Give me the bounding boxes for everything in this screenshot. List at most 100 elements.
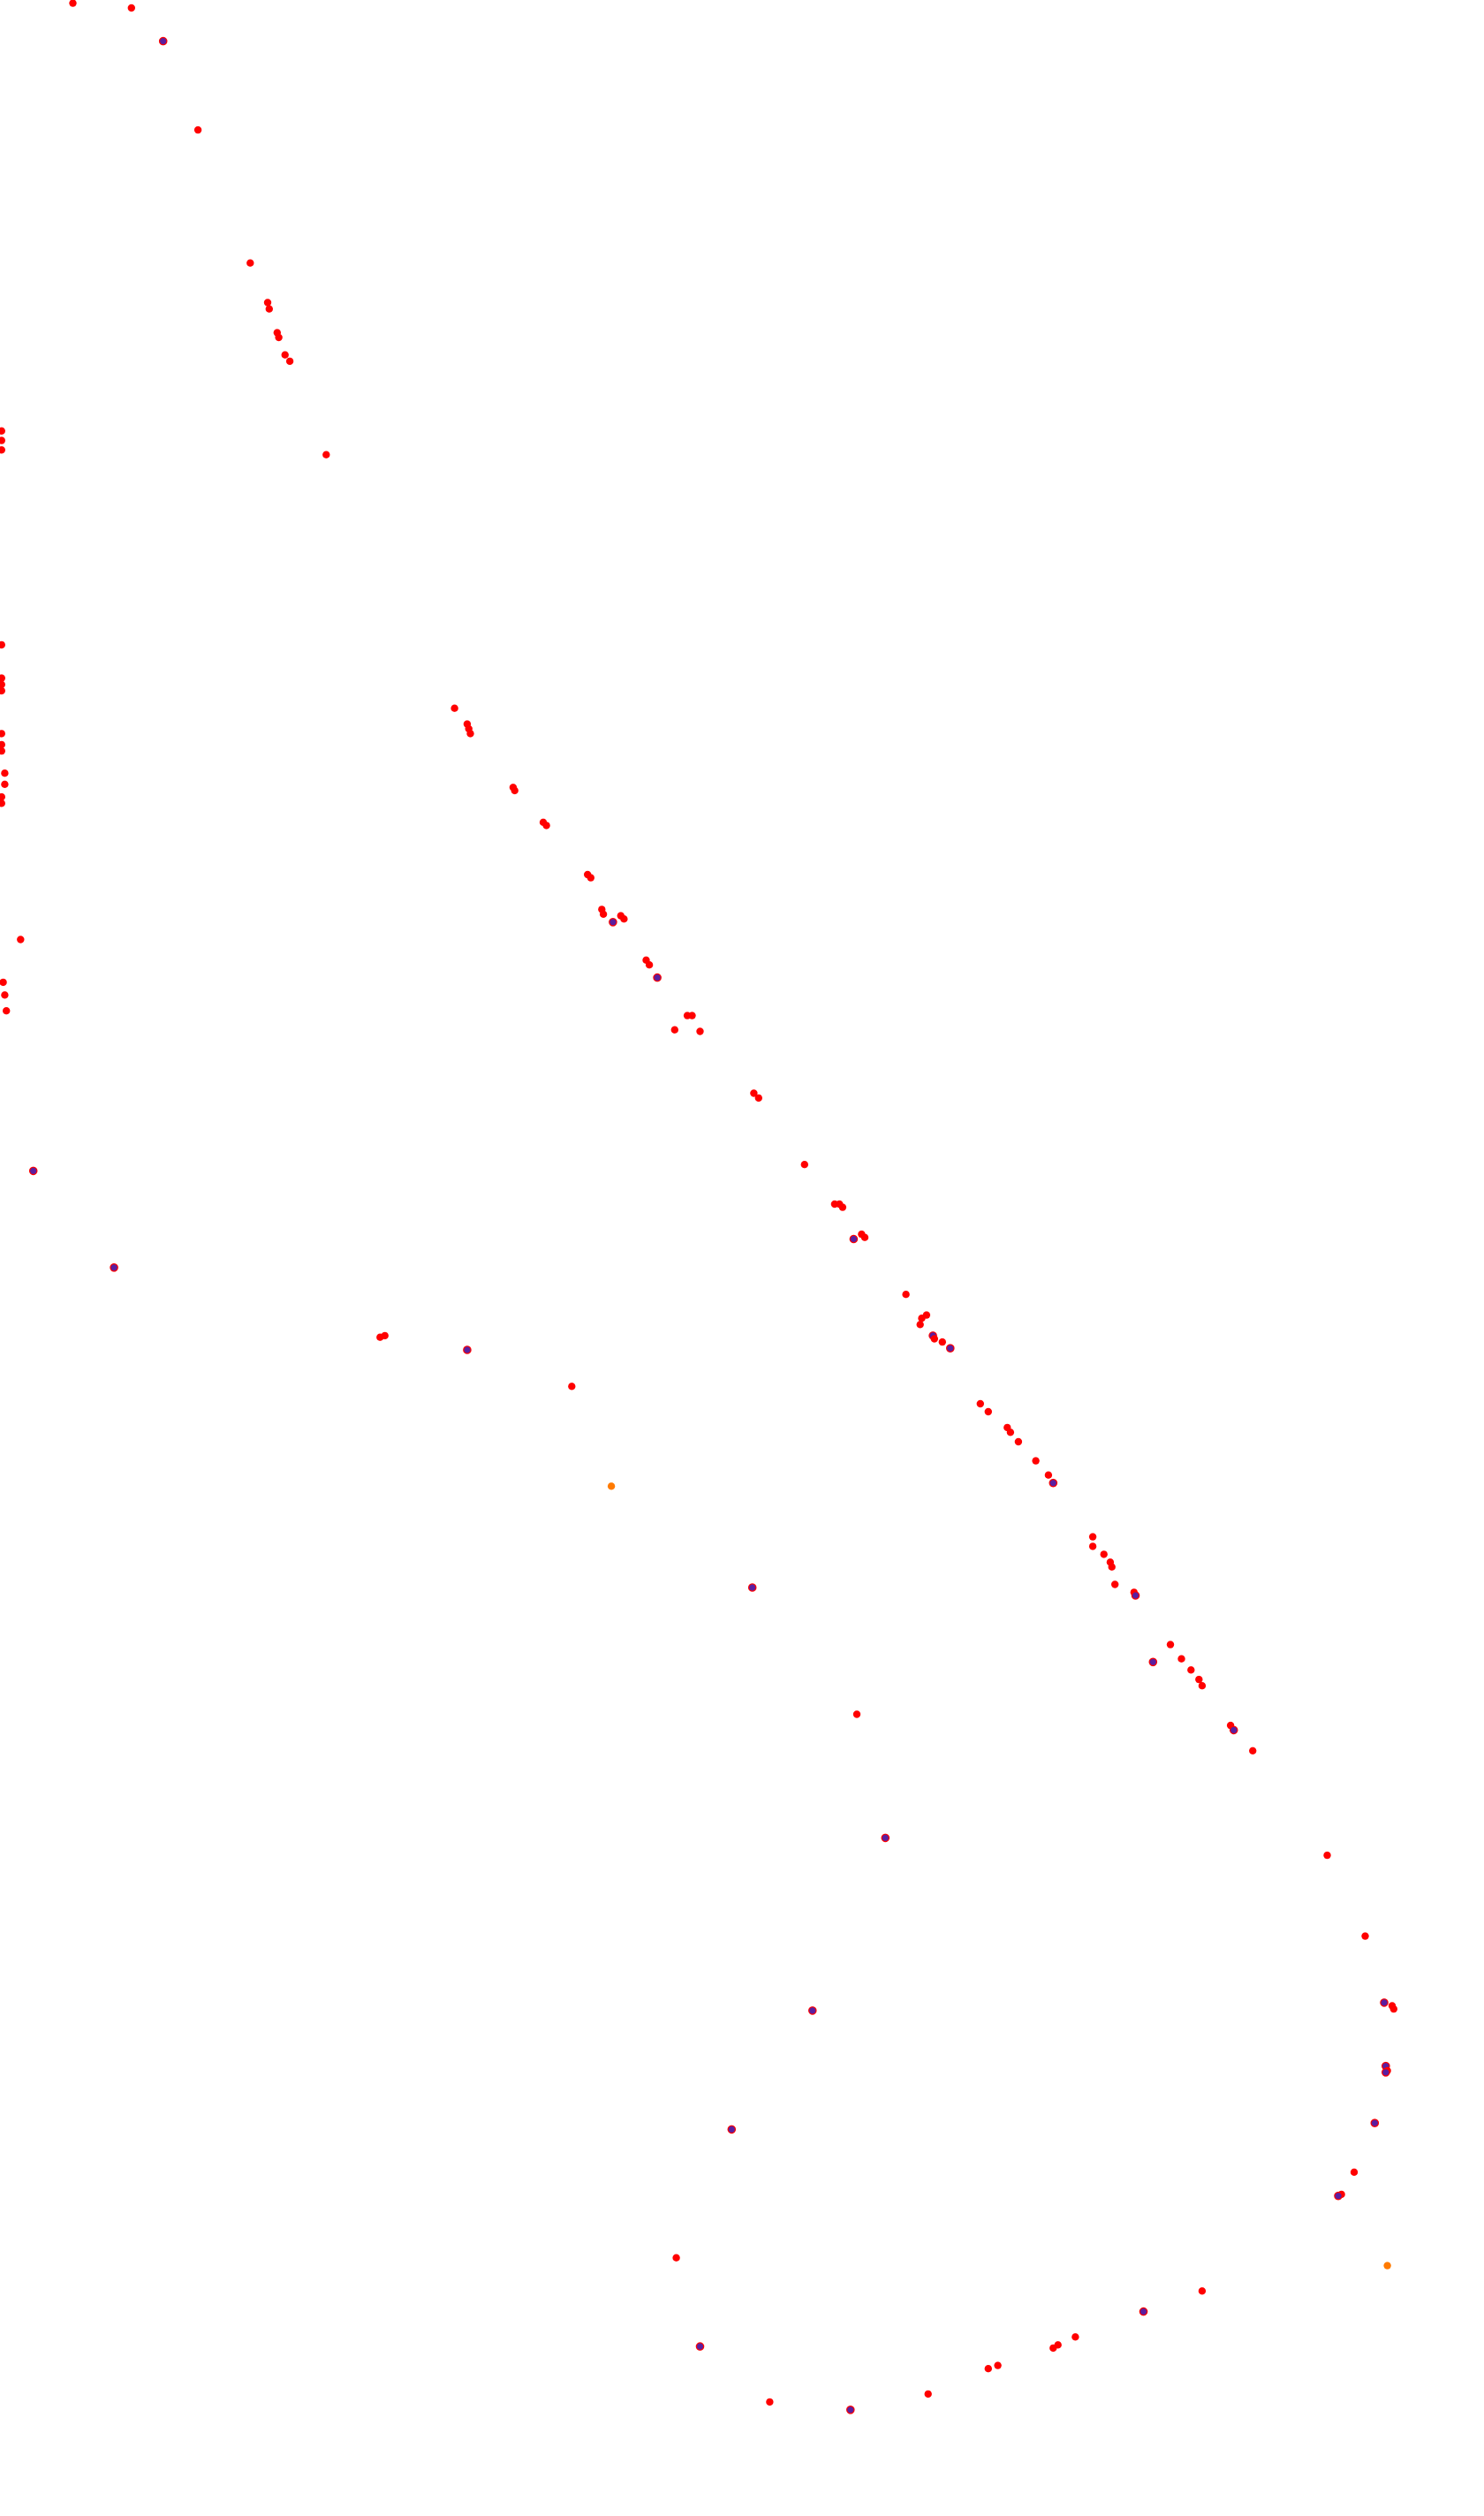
trail-dot <box>976 1399 985 1408</box>
trail-dot <box>1195 1675 1203 1684</box>
trail-dot <box>0 686 5 695</box>
trail-dot <box>1148 1657 1158 1667</box>
trail-dot <box>568 1383 576 1391</box>
trail-dot <box>1323 1851 1331 1860</box>
trail-dot <box>727 2125 737 2134</box>
trail-dot <box>881 1833 890 1843</box>
trail-dot <box>0 640 5 649</box>
trail-dot <box>1032 1457 1040 1465</box>
trail-dot <box>845 2406 855 2414</box>
trail-dot <box>1380 1998 1389 2007</box>
trail-dot <box>849 1234 859 1244</box>
trail-dot <box>0 740 5 749</box>
trail-dot <box>946 1344 955 1353</box>
trail-dot <box>542 822 550 830</box>
trail-dot <box>1 780 9 788</box>
trail-dot <box>3 1007 11 1015</box>
trail-dot <box>1108 1563 1116 1571</box>
trail-dot <box>69 0 77 7</box>
trail-dot <box>645 961 654 969</box>
trail-dot <box>1071 2333 1079 2341</box>
trail-dot <box>902 1291 910 1299</box>
trail-dot <box>0 800 5 807</box>
trail-dot <box>1383 2262 1391 2270</box>
trail-dot <box>1131 1591 1140 1600</box>
trail-dot <box>466 730 474 738</box>
trail-dot <box>1088 1542 1097 1550</box>
trail-dot <box>1 769 9 777</box>
trail-dot <box>766 2398 774 2406</box>
trail-dot <box>1139 2307 1148 2316</box>
trail-dot <box>1 991 9 999</box>
trail-dot <box>1014 1437 1023 1446</box>
trail-dot <box>127 4 135 12</box>
trail-dot <box>1370 2118 1380 2127</box>
trail-dot <box>1249 1747 1257 1755</box>
trail-dot <box>1361 1932 1369 1940</box>
trail-dot <box>620 915 628 923</box>
trail-dot <box>672 2254 680 2262</box>
trail-dot <box>265 305 273 313</box>
trail-dot <box>984 1407 993 1416</box>
trail-dot <box>1177 1655 1185 1663</box>
trail-dot <box>0 680 5 688</box>
trail-dot <box>924 2390 932 2399</box>
trail-dot <box>193 125 202 134</box>
trail-dot <box>1166 1641 1175 1648</box>
trail-dot <box>807 2006 817 2015</box>
trail-dot <box>695 2342 705 2351</box>
trail-dot <box>1044 1471 1053 1479</box>
trail-dot <box>607 1482 616 1490</box>
trail-dot <box>17 936 25 944</box>
trail-dot <box>275 333 283 342</box>
trail-dot <box>1229 1725 1238 1735</box>
trail-dot <box>463 1345 472 1354</box>
trail-dot <box>599 910 608 919</box>
trail-dot <box>0 674 5 682</box>
trail-dot <box>1334 2191 1343 2201</box>
trail-dot <box>511 786 519 795</box>
trail-dot <box>450 704 458 712</box>
trail-dot <box>1111 1580 1119 1588</box>
trail-dot <box>0 792 5 801</box>
trail-dot <box>263 299 272 307</box>
trail-dot <box>281 351 289 359</box>
trail-dot <box>860 1233 869 1241</box>
trail-dot <box>1054 2341 1062 2349</box>
trail-dot <box>754 1094 762 1103</box>
trail-dot <box>0 436 5 444</box>
trail-dot <box>994 2361 1002 2369</box>
trail-dot <box>696 1027 704 1035</box>
trail-dot <box>670 1026 678 1034</box>
trail-dot <box>916 1321 924 1329</box>
trail-dot <box>322 451 330 458</box>
trail-dot <box>688 1012 696 1019</box>
trail-dot <box>285 357 294 366</box>
trail-dot <box>800 1161 808 1169</box>
trail-dot <box>922 1311 931 1319</box>
trail-dot <box>1187 1666 1195 1674</box>
trail-dot <box>28 1166 38 1176</box>
trail-dot <box>246 259 254 267</box>
trail-dot <box>0 446 5 454</box>
trail-dot <box>587 874 594 882</box>
trail-dot <box>1198 2287 1207 2295</box>
trail-dot <box>158 36 168 46</box>
trail-dot <box>938 1338 947 1346</box>
trail-dot <box>930 1335 939 1343</box>
trail-dot <box>1006 1429 1015 1436</box>
trail-dot <box>609 918 617 927</box>
trail-dot <box>750 1089 758 1097</box>
trail-dot <box>838 1203 847 1211</box>
trail-dot <box>1100 1550 1108 1558</box>
trail-dot <box>1350 2168 1359 2176</box>
trail-dot <box>852 1710 861 1718</box>
trail-dot <box>1389 2004 1398 2013</box>
trail-dot <box>0 427 5 435</box>
trail-dot <box>0 978 7 987</box>
trail-dot <box>1198 1682 1207 1690</box>
trail-dot <box>1049 1478 1058 1488</box>
trail-dot <box>376 1333 384 1341</box>
